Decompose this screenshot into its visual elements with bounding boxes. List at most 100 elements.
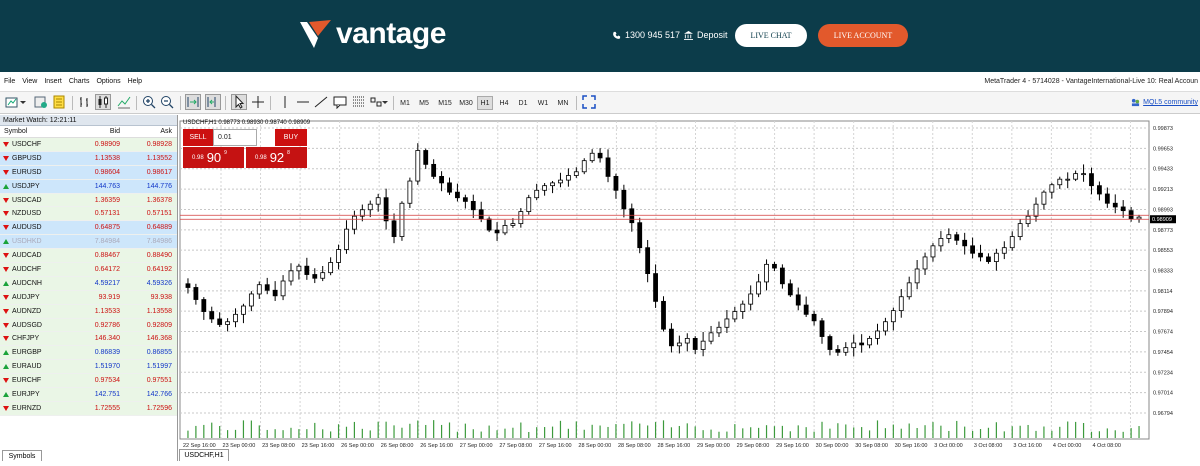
market-watch-row[interactable]: EURJPY 142.751 142.766 <box>0 388 177 402</box>
market-watch-row[interactable]: AUDNZD 1.13533 1.13558 <box>0 304 177 319</box>
market-watch-row[interactable]: AUDJPY 93.919 93.938 <box>0 290 177 305</box>
lot-size-input[interactable]: 0.01 <box>213 129 257 146</box>
market-watch-row[interactable]: USDJPY 144.763 144.776 <box>0 179 177 194</box>
market-watch-row[interactable]: AUDSGD 0.92786 0.92809 <box>0 318 177 333</box>
new-chart-icon[interactable] <box>5 95 19 109</box>
objects-dropdown-icon[interactable] <box>382 95 388 109</box>
chart-area[interactable]: 0.99873 0.99653 0.99433 0.99213 0.98993 0.987… <box>179 115 1200 461</box>
price-chart[interactable]: 0.99873 0.99653 0.99433 0.99213 0.98993 0.987… <box>179 115 1200 461</box>
x-tick-label: 3 Oct 16:00 <box>1013 443 1041 449</box>
y-tick-label: 0.98333 <box>1153 269 1173 275</box>
fullscreen-icon[interactable] <box>582 95 596 109</box>
zoom-in-icon[interactable] <box>142 95 156 109</box>
market-watch-row[interactable]: AUDCNH 4.59217 4.59326 <box>0 276 177 291</box>
candle-body <box>423 150 429 165</box>
new-chart-dropdown-icon[interactable] <box>20 95 26 109</box>
market-watch-row[interactable]: EURCHF 0.97534 0.97551 <box>0 374 177 389</box>
market-watch-row[interactable]: AUDCAD 0.88467 0.88490 <box>0 249 177 264</box>
symbol-cell: AUDCHF <box>0 266 80 273</box>
ask-cell: 0.88490 <box>146 252 172 260</box>
live-chat-button[interactable]: LIVE CHAT <box>735 24 807 47</box>
timeframe-d1-button[interactable]: D1 <box>518 99 528 107</box>
timeframe-m15-button[interactable]: M15 <box>438 99 452 107</box>
profiles-icon[interactable] <box>34 95 48 109</box>
candle-body <box>510 223 516 226</box>
market-watch-row[interactable]: AUDCHF 0.64172 0.64192 <box>0 263 177 277</box>
mql5-community-link[interactable]: MQL5 community <box>1131 98 1198 107</box>
horizontal-line-icon[interactable] <box>296 95 310 109</box>
menu-insert[interactable]: Insert <box>44 78 62 85</box>
timeframe-mn-button[interactable]: MN <box>557 99 569 107</box>
sell-button[interactable]: SELL <box>183 129 213 146</box>
bid-cell: 0.64875 <box>94 224 120 232</box>
phone-contact[interactable]: 1300 945 517 <box>612 30 680 40</box>
timeframe-m5-button[interactable]: M5 <box>419 99 429 107</box>
market-watch-row[interactable]: USDCAD 1.36359 1.36378 <box>0 193 177 208</box>
objects-icon[interactable] <box>369 95 383 109</box>
symbol-name: EURGBP <box>12 349 42 357</box>
timeframe-m1-button[interactable]: M1 <box>400 99 410 107</box>
ask-cell: 1.51997 <box>146 363 172 371</box>
cursor-icon[interactable] <box>231 94 247 110</box>
candle-body <box>962 239 968 247</box>
market-watch-row[interactable]: AUDUSD 0.64875 0.64889 <box>0 221 177 236</box>
vertical-line-icon[interactable] <box>278 95 292 109</box>
deposit-link[interactable]: Deposit <box>684 30 728 40</box>
phone-icon <box>613 31 621 39</box>
market-watch-row[interactable]: USDCHF 0.98909 0.98928 <box>0 138 177 152</box>
candle-body <box>970 245 975 254</box>
candle-body <box>534 189 540 199</box>
arrow-down-icon <box>3 225 9 231</box>
live-account-button[interactable]: LIVE ACCOUNT <box>818 24 908 47</box>
timeframe-m30-button[interactable]: M30 <box>459 99 473 107</box>
market-watch-row[interactable]: EURUSD 0.98604 0.98617 <box>0 165 177 180</box>
menu-options[interactable]: Options <box>96 78 121 85</box>
menu-help[interactable]: Help <box>127 78 142 85</box>
text-label-icon[interactable] <box>333 95 347 109</box>
candle-body <box>280 280 286 297</box>
candle-body <box>803 304 809 315</box>
buy-price-button[interactable]: 0.98 92 8 <box>246 147 307 168</box>
ask-cell: 1.13558 <box>146 307 172 315</box>
timeframe-h1-button[interactable]: H1 <box>477 96 493 110</box>
timeframe-w1-button[interactable]: W1 <box>537 99 549 107</box>
market-watch-row[interactable]: GBPUSD 1.13538 1.13552 <box>0 151 177 166</box>
crosshair-icon[interactable] <box>251 95 265 109</box>
fibonacci-icon[interactable] <box>352 95 366 109</box>
market-watch-row[interactable]: USDHKD 7.84984 7.84986 <box>0 235 177 250</box>
chart-tab-usdchf-h1[interactable]: USDCHF,H1 <box>179 449 229 461</box>
y-tick-label: 0.98114 <box>1153 289 1172 295</box>
line-chart-icon[interactable] <box>117 95 131 109</box>
chart-shift-icon[interactable] <box>205 94 221 110</box>
market-watch-row[interactable]: EURNZD 1.72555 1.72596 <box>0 401 177 416</box>
market-watch-row[interactable]: EURGBP 0.86839 0.86855 <box>0 346 177 361</box>
menu-file[interactable]: File <box>4 78 16 85</box>
sell-price-button[interactable]: 0.98 90 9 <box>183 147 244 168</box>
symbol-header[interactable]: Symbol <box>4 128 28 135</box>
bank-icon <box>684 30 693 40</box>
candle-body <box>700 340 706 350</box>
x-tick-label: 27 Sep 16:00 <box>539 443 572 449</box>
ask-cell: 0.86855 <box>146 349 172 357</box>
menu-charts[interactable]: Charts <box>68 78 90 85</box>
zoom-out-icon[interactable] <box>160 95 174 109</box>
sell-price-prefix: 0.98 <box>192 154 204 161</box>
market-watch-row[interactable]: EURAUD 1.51970 1.51997 <box>0 360 177 375</box>
candlestick-chart-icon[interactable] <box>95 94 111 110</box>
trendline-icon[interactable] <box>314 95 328 109</box>
symbols-tab[interactable]: Symbols <box>2 450 42 461</box>
vantage-logo[interactable]: vantage <box>298 16 446 52</box>
candle-body <box>209 311 215 320</box>
candle-body <box>415 150 421 182</box>
market-watch-icon[interactable] <box>52 95 66 109</box>
ask-header[interactable]: Ask <box>160 128 172 135</box>
bid-header[interactable]: Bid <box>109 128 120 135</box>
market-watch-row[interactable]: CHFJPY 146.340 146.368 <box>0 332 177 347</box>
menu-view[interactable]: View <box>22 78 38 85</box>
buy-button[interactable]: BUY <box>275 129 307 146</box>
bar-chart-icon[interactable] <box>78 95 92 109</box>
bid-cell: 0.88467 <box>94 252 120 260</box>
timeframe-h4-button[interactable]: H4 <box>499 99 509 107</box>
autoscroll-icon[interactable] <box>185 94 201 110</box>
market-watch-row[interactable]: NZDUSD 0.57131 0.57151 <box>0 207 177 222</box>
